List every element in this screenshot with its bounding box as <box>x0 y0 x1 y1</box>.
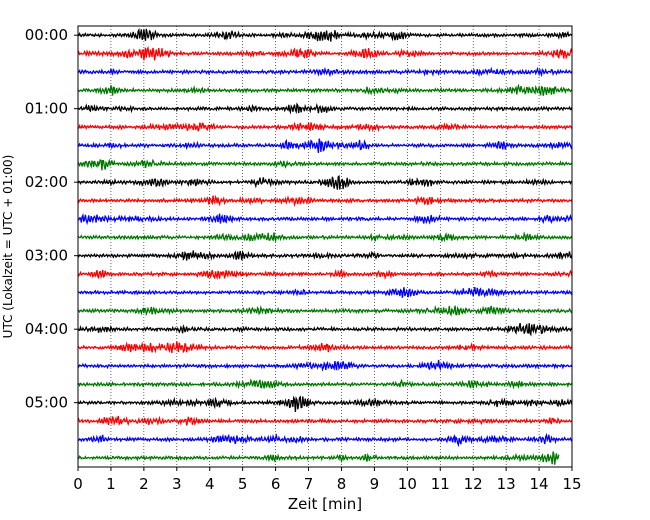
seismic-trace <box>77 268 573 281</box>
seismic-trace <box>77 121 573 133</box>
y-tick-label: 00:00 <box>25 26 68 44</box>
seismic-trace <box>77 304 573 317</box>
seismic-trace <box>77 83 573 97</box>
x-tick-label: 5 <box>238 475 248 493</box>
y-tick-label: 03:00 <box>25 247 68 265</box>
x-tick-label: 15 <box>562 475 581 493</box>
seismic-trace <box>77 432 573 448</box>
seismic-trace <box>77 378 573 390</box>
x-tick-label: 10 <box>398 475 417 493</box>
x-tick-label: 8 <box>337 475 347 493</box>
seismic-trace <box>77 341 573 354</box>
seismic-trace <box>77 359 573 372</box>
x-tick-label: 3 <box>172 475 182 493</box>
seismic-trace <box>77 138 573 153</box>
x-tick-label: 0 <box>73 475 83 493</box>
x-tick-label: 12 <box>464 475 483 493</box>
seismic-trace <box>77 102 573 115</box>
y-tick-label: 04:00 <box>25 320 68 338</box>
seismic-trace <box>77 66 573 78</box>
seismic-trace <box>77 27 573 42</box>
x-tick-label: 14 <box>530 475 549 493</box>
y-tick-label: 01:00 <box>25 100 68 118</box>
y-axis-label: UTC (Lokalzeit = UTC + 01:00) <box>1 155 15 339</box>
x-tick-label: 9 <box>370 475 380 493</box>
x-tick-label: 6 <box>271 475 281 493</box>
seismic-trace <box>77 451 560 465</box>
seismic-trace <box>77 249 573 261</box>
seismic-trace <box>77 158 573 171</box>
seismic-trace <box>77 415 573 427</box>
seismic-trace <box>77 322 573 337</box>
x-tick-label: 4 <box>205 475 215 493</box>
y-tick-label: 05:00 <box>25 394 68 412</box>
y-tick-label: 02:00 <box>25 173 68 191</box>
x-tick-label: 1 <box>106 475 116 493</box>
seismic-trace <box>77 194 573 208</box>
y-axis-ticks: 00:00 01:00 02:00 03:00 04:00 05:00 <box>25 26 78 412</box>
seismic-traces <box>77 27 573 465</box>
x-tick-label: 13 <box>497 475 516 493</box>
x-axis-label: Zeit [min] <box>288 495 362 513</box>
seismic-trace <box>77 395 573 412</box>
seismic-trace <box>77 231 573 244</box>
x-tick-label: 11 <box>431 475 450 493</box>
seismic-trace <box>77 174 573 190</box>
plot-frame <box>77 25 573 468</box>
x-tick-label: 7 <box>304 475 314 493</box>
seismic-trace <box>77 286 573 298</box>
seismic-trace <box>77 213 573 226</box>
seismic-trace <box>77 45 573 61</box>
x-axis-ticks: 0 1 2 3 4 5 6 7 8 9 10 11 12 13 14 15 <box>73 467 582 493</box>
x-tick-label: 2 <box>139 475 149 493</box>
